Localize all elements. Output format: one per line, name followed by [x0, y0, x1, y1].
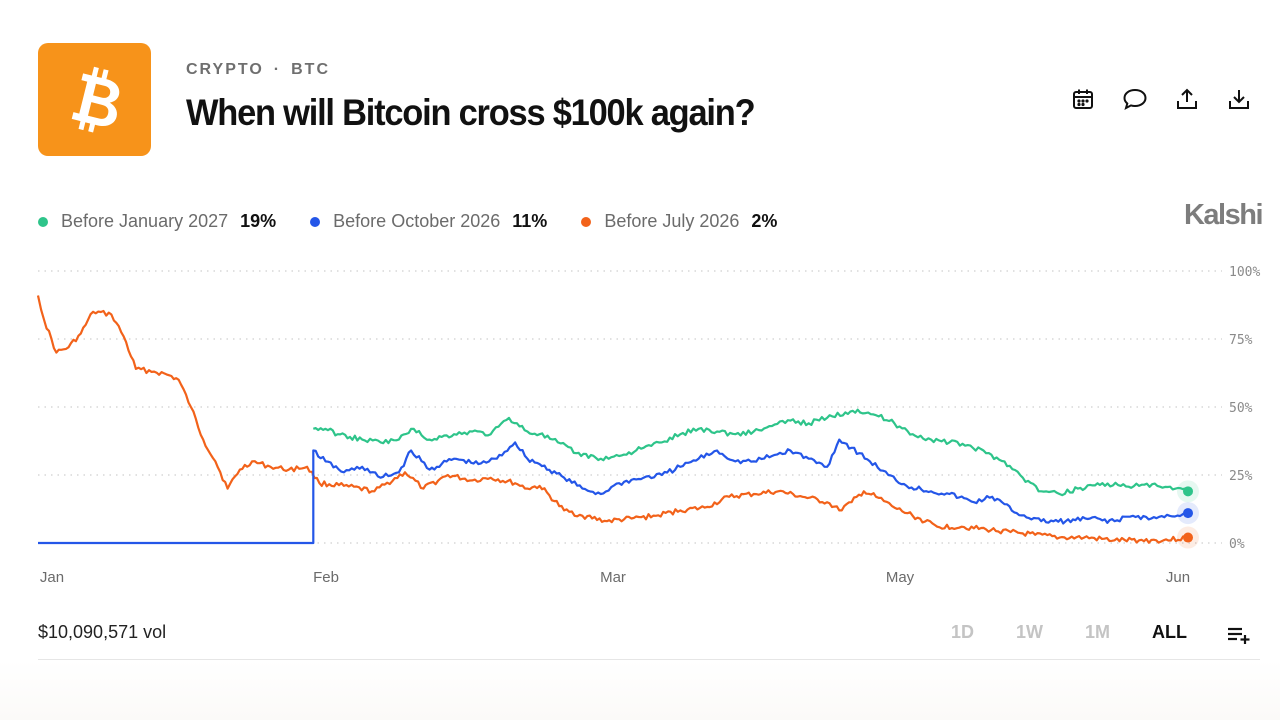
series-line-before-july-2026 [36, 295, 1189, 544]
comment-icon [1123, 88, 1147, 110]
legend-value: 11% [512, 211, 548, 231]
bitcoin-logo [38, 43, 151, 156]
series-line-before-october-2026 [38, 438, 1189, 545]
playlist-add-icon [1228, 627, 1250, 644]
comment-button[interactable] [1122, 84, 1148, 114]
range-all-button[interactable]: ALL [1152, 622, 1187, 642]
y-tick-label: 50% [1229, 401, 1253, 416]
chart-legend: Before January 2027 19% Before October 2… [38, 211, 811, 232]
legend-value: 2% [751, 211, 778, 231]
series-end-dot [1183, 532, 1193, 543]
divider [38, 659, 1260, 660]
y-tick-label: 100% [1229, 265, 1260, 280]
brand-logo: Kalshi [1183, 199, 1264, 231]
legend-value: 19% [240, 211, 277, 231]
price-chart[interactable]: 100% 75% 50% 25% 0% Jan Feb Mar May Jun [0, 250, 1280, 595]
legend-item-january-2027[interactable]: Before January 2027 19% [38, 211, 276, 232]
range-1d-button[interactable]: 1D [950, 622, 974, 642]
footer-background [0, 660, 1280, 720]
legend-item-july-2026[interactable]: Before July 2026 2% [581, 211, 777, 232]
range-1w-button[interactable]: 1W [1015, 622, 1043, 642]
volume-label: $10,090,571 vol [38, 622, 167, 642]
bitcoin-icon [71, 66, 119, 133]
series-line-before-january-2027 [312, 408, 1189, 497]
download-button[interactable] [1226, 84, 1252, 114]
x-tick-label: Feb [313, 569, 339, 586]
legend-dot [581, 216, 592, 227]
range-1m-button[interactable]: 1M [1084, 622, 1110, 642]
breadcrumb-separator: · [273, 61, 282, 78]
download-icon [1229, 90, 1249, 109]
x-tick-label: Jun [1166, 569, 1190, 586]
series-end-dot [1183, 508, 1193, 519]
action-bar [1070, 84, 1252, 114]
y-tick-label: 0% [1229, 537, 1245, 552]
y-tick-label: 25% [1229, 469, 1253, 484]
legend-label: Before October 2026 [333, 211, 501, 231]
calendar-button[interactable] [1070, 84, 1096, 114]
y-tick-label: 75% [1229, 333, 1253, 348]
share-button[interactable] [1174, 84, 1200, 114]
legend-label: Before January 2027 [61, 211, 229, 231]
breadcrumb: CRYPTO · BTC [186, 61, 330, 79]
x-tick-label: Mar [600, 569, 626, 586]
x-tick-label: May [886, 569, 915, 586]
calendar-icon [1073, 89, 1093, 109]
legend-label: Before July 2026 [604, 211, 740, 231]
legend-dot [310, 216, 321, 227]
series-end-dot [1183, 486, 1193, 497]
legend-item-october-2026[interactable]: Before October 2026 11% [310, 211, 547, 232]
series-list-button[interactable] [1226, 622, 1252, 646]
page-title: When will Bitcoin cross $100k again? [186, 92, 756, 133]
share-icon [1177, 88, 1197, 109]
x-tick-label: Jan [40, 569, 64, 586]
subcategory-label[interactable]: BTC [291, 61, 331, 78]
legend-dot [38, 216, 48, 227]
range-selector: 1D 1W 1M ALL [951, 622, 1187, 643]
category-label[interactable]: CRYPTO [186, 61, 264, 78]
